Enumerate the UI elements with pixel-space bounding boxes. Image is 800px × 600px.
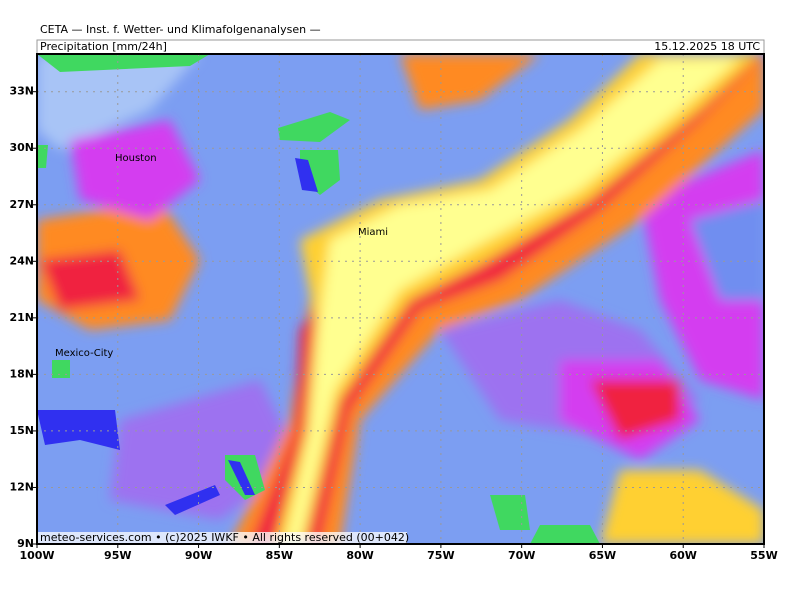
lon-tick-label: 95W [104,549,131,562]
lon-tick-label: 65W [589,549,616,562]
lat-tick-label: 24N [9,254,34,267]
city-label: Miami [358,227,388,238]
header-title: CETA — Inst. f. Wetter- und Klimafolgena… [40,23,321,36]
lon-tick-label: 80W [346,549,373,562]
map-frame [36,53,765,545]
lon-tick-label: 85W [266,549,293,562]
lat-tick-label: 33N [9,85,34,98]
lon-tick-label: 55W [750,549,777,562]
lat-tick-label: 9N [17,537,34,550]
city-label: Mexico-City [55,348,113,359]
lon-tick-label: 90W [185,549,212,562]
lat-tick-label: 15N [9,424,34,437]
lon-tick-label: 100W [19,549,54,562]
lat-tick-label: 18N [9,367,34,380]
credit: meteo-services.com • (c)2025 IWKF • All … [40,531,409,544]
precip-field [37,54,764,544]
variable-label: Precipitation [mm/24h] [40,40,167,53]
lat-tick-label: 27N [9,198,34,211]
lon-tick-label: 60W [669,549,696,562]
credit-bg [37,532,407,544]
city-label: Houston [115,153,157,164]
lat-tick-label: 30N [9,141,34,154]
valid-time: 15.12.2025 18 UTC [654,40,760,53]
lat-tick-label: 21N [9,311,34,324]
lon-tick-label: 70W [508,549,535,562]
lat-tick-label: 12N [9,480,34,493]
lon-tick-label: 75W [427,549,454,562]
